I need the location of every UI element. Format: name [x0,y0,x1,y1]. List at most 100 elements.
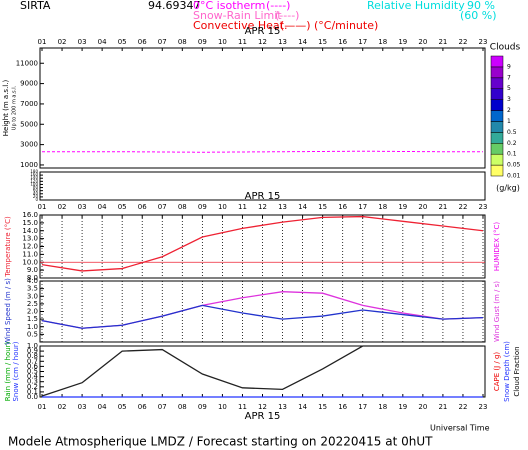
x-tick-label: 21 [438,203,447,211]
colorbar-swatch [490,164,504,177]
colorbar-swatch [490,55,504,68]
x-tick-label: 12 [258,38,267,46]
legend-isotherm: 0°C isotherm [193,0,265,12]
x-tick-label: 18 [378,403,387,411]
x-tick-label: 04 [98,403,107,411]
date-label: APR 15 [245,26,281,37]
y-tick-label: 11.0 [22,250,38,258]
axis-title: Up to 200 m a.s.l. [12,85,18,130]
x-tick-label: 02 [58,38,67,46]
colorbar-label: 0.5 [507,129,517,136]
x-tick-label: 10 [218,403,227,411]
coords: 94.69347 [148,0,201,12]
series-line [41,291,484,329]
x-tick-label: 10 [218,203,227,211]
x-tick-label: 21 [438,403,447,411]
y-tick-label: 12.0 [22,243,38,251]
y-tick-label: 16.0 [22,211,38,219]
date-label: APR 15 [245,191,281,202]
x-tick-label: 23 [479,203,488,211]
x-tick-label: 04 [98,38,107,46]
x-tick-label: 21 [438,38,447,46]
y-tick-label: 1000 [20,161,38,169]
axis-title: Snow (cm / hour) [12,341,20,401]
x-tick-label: 18 [378,38,387,46]
x-tick-label: 16 [338,38,347,46]
legend-key: (——) [280,19,311,32]
y-tick-label: 4.0 [27,277,38,285]
y-tick-label: 3.0 [27,292,38,300]
axis-title: Snow Depth (cm) [503,341,511,402]
y-tick-label: 0.2 [27,383,38,391]
y-tick-label: 11000 [16,59,38,67]
y2-tick-label: 20 [33,194,39,199]
x-tick-label: 19 [398,38,407,46]
y-tick-label: 0.6 [27,362,39,370]
legend-snow: Snow-Rain Limit [193,9,282,22]
x-tick-label: 02 [58,203,67,211]
y-tick-label: 14.0 [22,227,38,235]
y2-tick-label: 60 [33,188,39,193]
y-tick-label: 13.0 [22,235,38,243]
x-tick-label: 07 [158,38,167,46]
x-tick-label: 20 [418,403,427,411]
colorbar-swatch [490,153,504,166]
y-tick-label: 3000 [20,141,38,149]
x-tick-label: 12 [258,203,267,211]
colorbar-label: 1 [507,118,511,125]
colorbar-title: Clouds [490,43,521,53]
colorbar-label: 3 [507,96,511,103]
x-tick-label: 17 [358,203,367,211]
axis-title: Wind Speed (m / s) [4,278,12,345]
x-tick-label: 06 [138,403,147,411]
axis-title: Wind Gust (m / s) [493,281,501,342]
legend-rh: Relative Humidity [367,0,465,12]
x-tick-label: 13 [278,203,287,211]
axis-title: HUMIDEX (°C) [493,222,501,271]
y2-tick-label: 100 [30,181,38,186]
colorbar-label: 5 [507,85,511,92]
x-tick-label: 09 [198,38,207,46]
axis-title: Cloud Fraction [513,346,521,396]
y-tick-label: 1.0 [27,323,38,331]
colorbar-swatch [490,132,504,144]
y2-tick-label: 40 [33,191,39,196]
legend-rh-1: 90 % [467,0,495,12]
y-tick-label: 0.3 [27,378,38,386]
x-tick-label: 17 [358,403,367,411]
colorbar-swatch [490,77,504,89]
panel-frame [39,47,486,169]
y-tick-label: 5000 [20,120,38,128]
x-tick-label: 15 [318,403,327,411]
legend-rh-2: (60 %) [460,9,497,22]
x-tick-label: 01 [38,203,47,211]
x-tick-label: 09 [198,403,207,411]
x-tick-label: 19 [398,203,407,211]
date-label: APR 15 [245,411,281,422]
series-line [41,345,483,397]
colorbar-swatch [490,143,504,155]
y-tick-label: 0.7 [27,357,38,365]
legend-key: (----) [275,9,299,22]
colorbar-label: 7 [507,74,511,81]
x-tick-label: 22 [458,38,467,46]
y2-tick-label: 120 [30,178,38,183]
axis-title: Temperature (°C) [4,216,12,278]
x-tick-label: 02 [58,403,67,411]
y-tick-label: 0.5 [27,368,38,376]
x-tick-label: 11 [238,38,247,46]
colorbar-label: 9 [507,63,511,70]
series-line [41,215,484,272]
axis-title: Rain (mm / hour) [4,341,12,401]
x-tick-label: 16 [338,403,347,411]
x-tick-label: 22 [458,403,467,411]
y-tick-label: 0.8 [27,352,38,360]
series-line [41,304,484,329]
colorbar-swatch [490,99,504,111]
x-tick-label: 17 [358,38,367,46]
x-tick-label: 10 [218,38,227,46]
x-tick-label: 05 [118,38,127,46]
series-line [42,150,483,153]
y-tick-label: 8.0 [27,274,38,282]
